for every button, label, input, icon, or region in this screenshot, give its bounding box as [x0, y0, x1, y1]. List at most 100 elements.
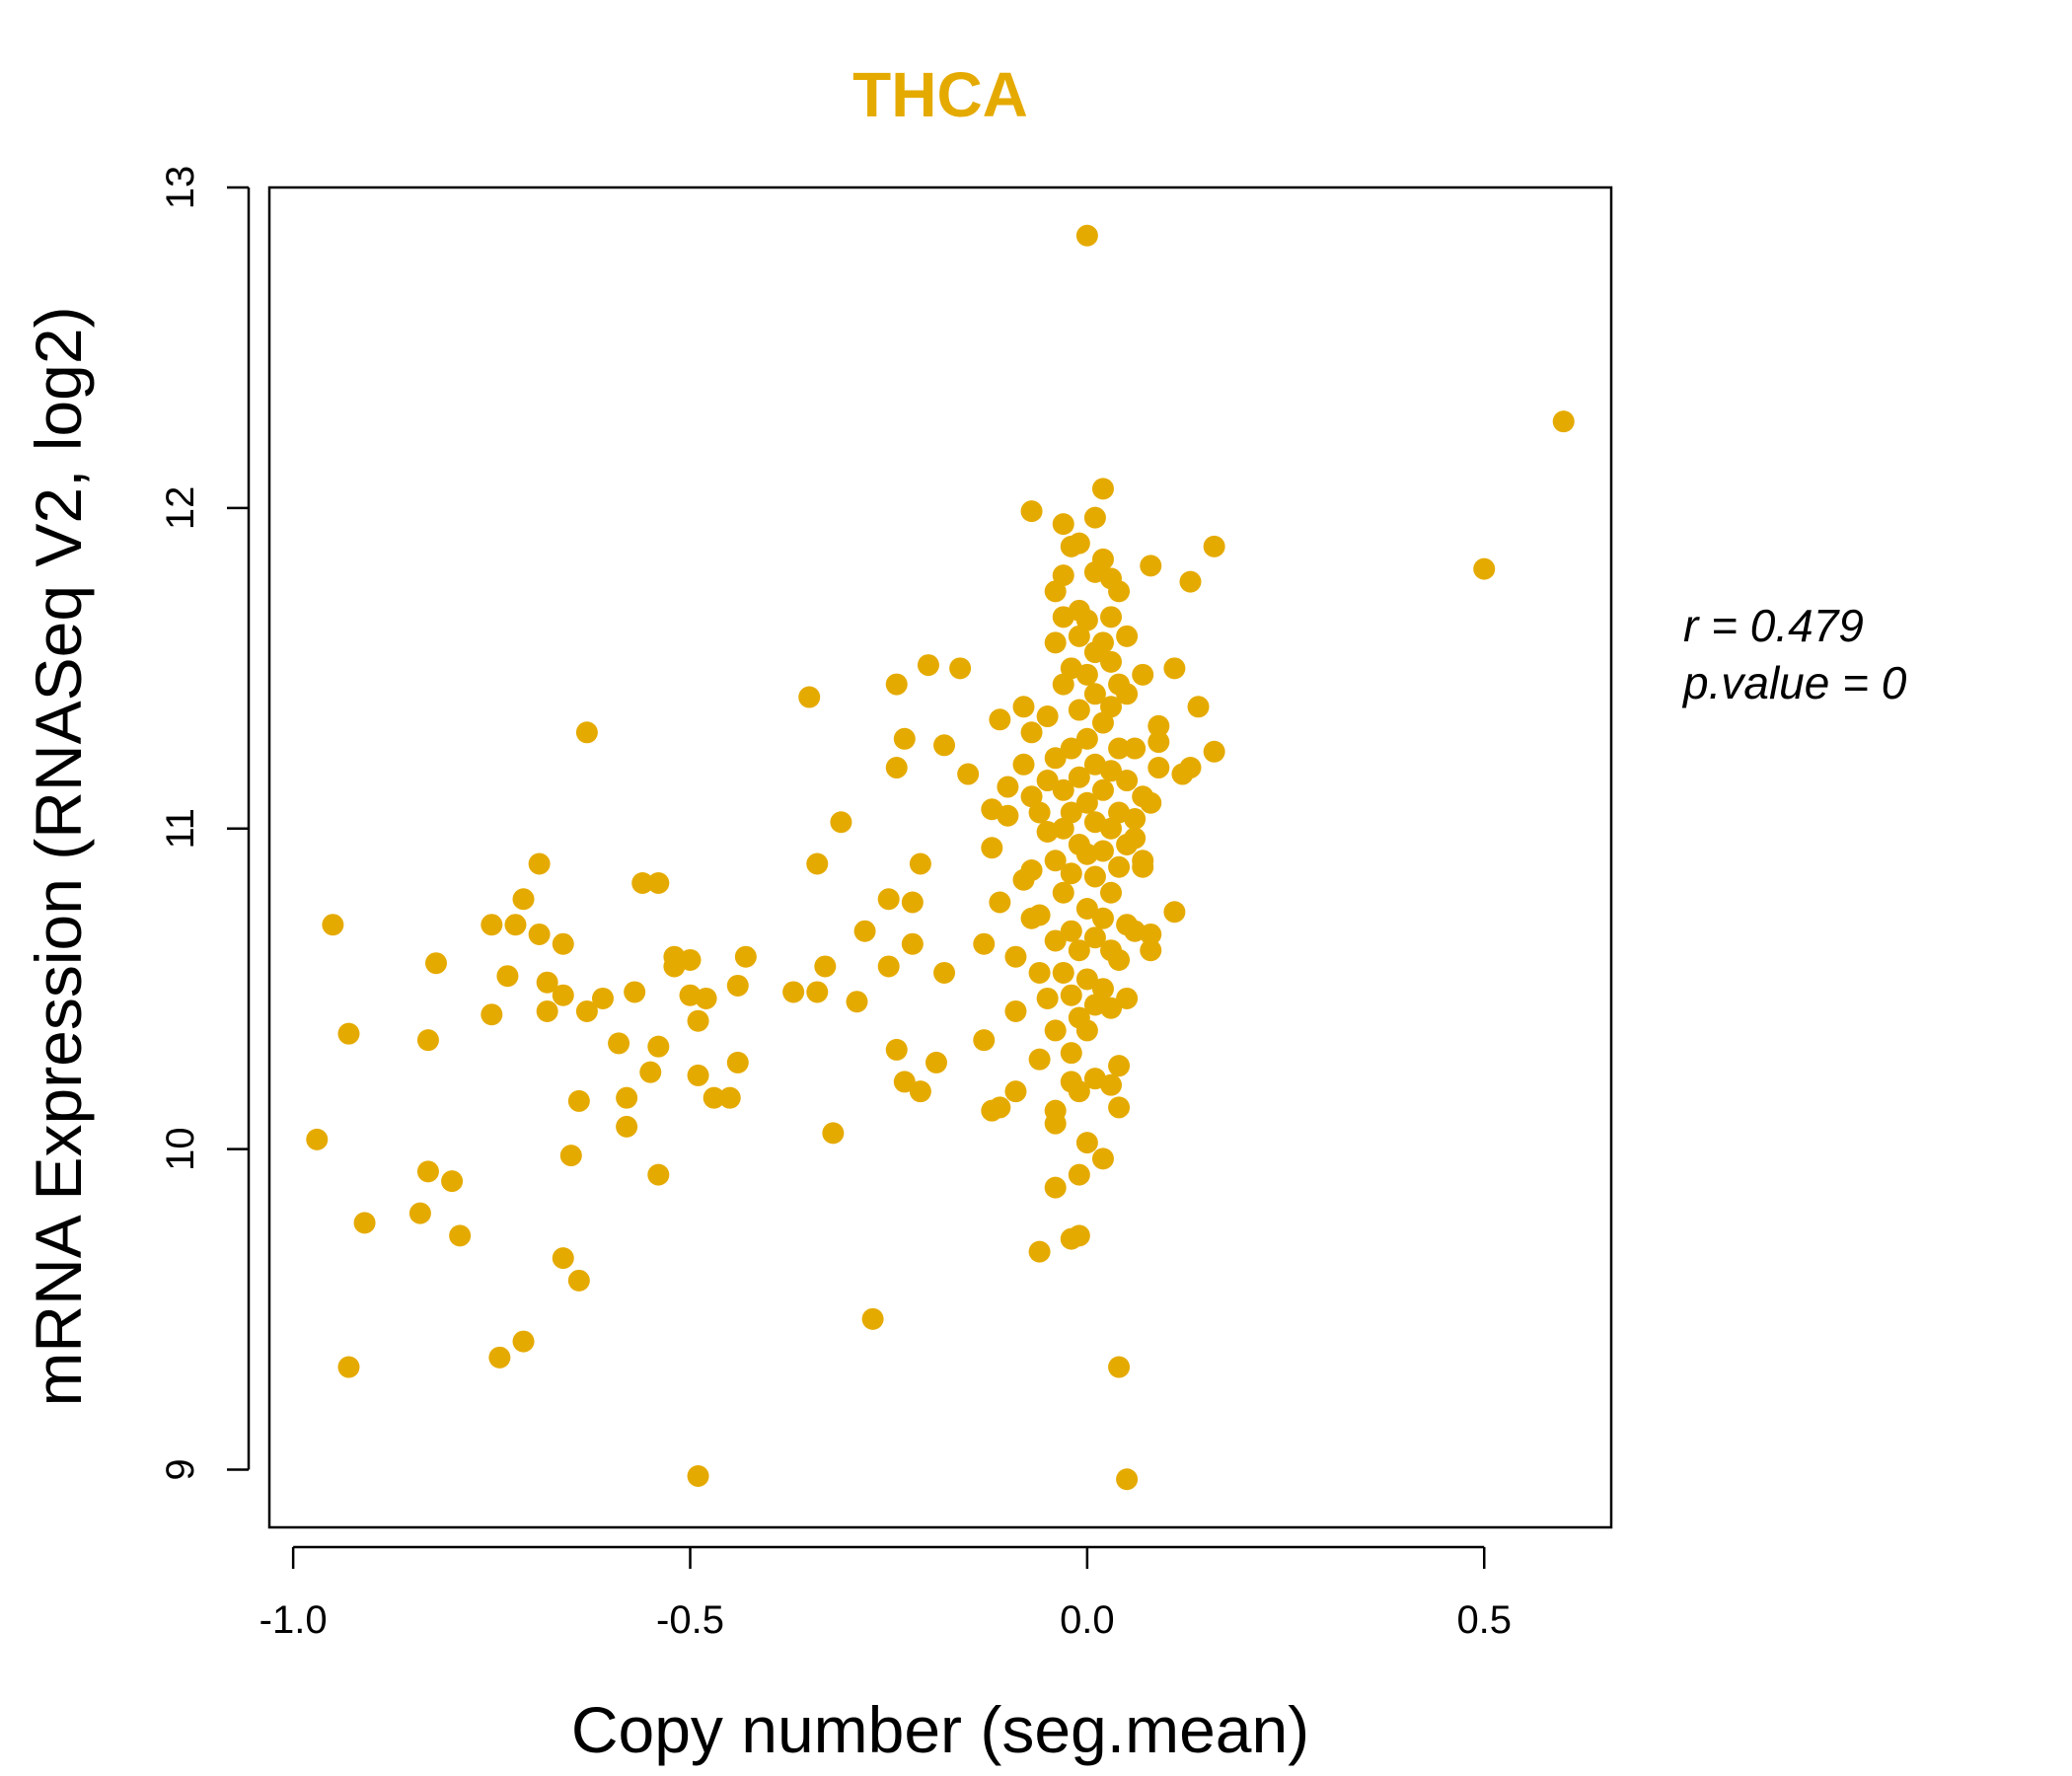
data-point	[647, 871, 670, 894]
data-point	[647, 1035, 670, 1058]
data-point	[726, 1051, 749, 1073]
data-point	[616, 1115, 638, 1138]
data-point	[687, 1009, 709, 1032]
x-axis: -1.0 -0.5 0.0 0.5	[259, 1545, 1512, 1642]
data-point	[1108, 737, 1131, 760]
data-point	[567, 1089, 590, 1112]
data-point	[1044, 1019, 1067, 1042]
data-point	[496, 965, 519, 988]
data-point	[1179, 570, 1202, 593]
data-point	[1100, 997, 1123, 1019]
data-point	[973, 1029, 996, 1052]
data-point	[488, 1346, 511, 1369]
data-point	[1020, 858, 1043, 881]
data-point	[997, 804, 1019, 827]
data-point	[1075, 968, 1098, 991]
data-point	[1052, 961, 1074, 984]
data-point	[1124, 827, 1147, 850]
data-point	[552, 932, 574, 955]
data-point	[1083, 506, 1106, 529]
data-point	[925, 1051, 947, 1073]
data-point	[1044, 929, 1067, 952]
y-axis: 9 10 11 12 13	[159, 166, 251, 1481]
data-point	[1552, 410, 1575, 433]
data-point	[1116, 1468, 1139, 1491]
data-point	[1028, 904, 1051, 926]
data-point	[830, 811, 852, 834]
p-value-label: p.value = 0	[1681, 657, 1907, 708]
x-tick-label: -1.0	[259, 1598, 328, 1642]
data-point	[567, 1269, 590, 1292]
data-point	[1124, 808, 1147, 831]
y-tick-label: 13	[159, 166, 202, 210]
data-point	[909, 1080, 931, 1103]
data-point	[1132, 663, 1154, 686]
data-point	[1068, 1163, 1090, 1186]
data-point	[814, 955, 837, 978]
data-point	[989, 891, 1011, 914]
x-axis-label: Copy number (seg.mean)	[571, 1693, 1309, 1766]
data-point	[1075, 1132, 1098, 1154]
data-point	[1060, 1042, 1082, 1065]
data-point	[877, 955, 900, 978]
data-point	[949, 657, 972, 680]
data-point	[639, 1061, 662, 1083]
data-point	[1083, 926, 1106, 949]
correlation-label: r = 0.479	[1683, 600, 1864, 651]
data-point	[1060, 737, 1082, 760]
data-point	[1060, 801, 1082, 824]
data-point	[408, 1202, 431, 1224]
data-point	[1004, 999, 1027, 1022]
data-point	[1091, 1147, 1114, 1170]
data-point	[1044, 1176, 1067, 1199]
data-point	[1116, 770, 1139, 792]
data-point	[1036, 705, 1059, 728]
data-point	[608, 1032, 630, 1055]
x-tick-label: 0.5	[1456, 1598, 1512, 1642]
data-point	[1068, 1224, 1090, 1247]
data-point	[1187, 696, 1210, 718]
data-point	[1075, 663, 1098, 686]
data-point	[449, 1224, 472, 1247]
data-point	[1163, 901, 1186, 924]
data-point	[909, 852, 931, 875]
data-point	[981, 837, 1003, 859]
data-point	[1091, 840, 1114, 862]
data-point	[1020, 721, 1043, 744]
data-point	[552, 1247, 574, 1270]
data-point	[1473, 557, 1496, 580]
data-point	[552, 984, 574, 1006]
data-point	[1020, 500, 1043, 523]
data-point	[1116, 625, 1139, 647]
data-point	[1108, 1356, 1131, 1378]
data-point	[616, 1086, 638, 1109]
data-point	[1044, 631, 1067, 654]
data-point	[687, 1465, 709, 1488]
data-point	[877, 888, 900, 911]
data-point	[1091, 711, 1114, 734]
data-point	[1083, 865, 1106, 888]
data-point	[1147, 714, 1170, 737]
y-tick-label: 9	[159, 1458, 202, 1480]
data-point	[1203, 535, 1225, 557]
data-point	[1108, 1096, 1131, 1119]
data-point	[1147, 731, 1170, 754]
data-point	[933, 961, 956, 984]
data-point	[933, 734, 956, 757]
data-point	[687, 1064, 709, 1086]
data-point	[1091, 548, 1114, 570]
data-point	[1091, 778, 1114, 801]
y-tick-label: 11	[159, 808, 202, 850]
data-point	[647, 1163, 670, 1186]
data-point	[1052, 881, 1074, 904]
data-point	[989, 1096, 1011, 1119]
data-point	[575, 999, 598, 1022]
data-point	[1075, 791, 1098, 814]
data-point	[1044, 747, 1067, 770]
data-point	[1075, 727, 1098, 750]
data-point	[957, 763, 980, 785]
data-point	[1108, 580, 1131, 603]
chart-title: THCA	[852, 59, 1028, 130]
data-point	[624, 981, 646, 1003]
